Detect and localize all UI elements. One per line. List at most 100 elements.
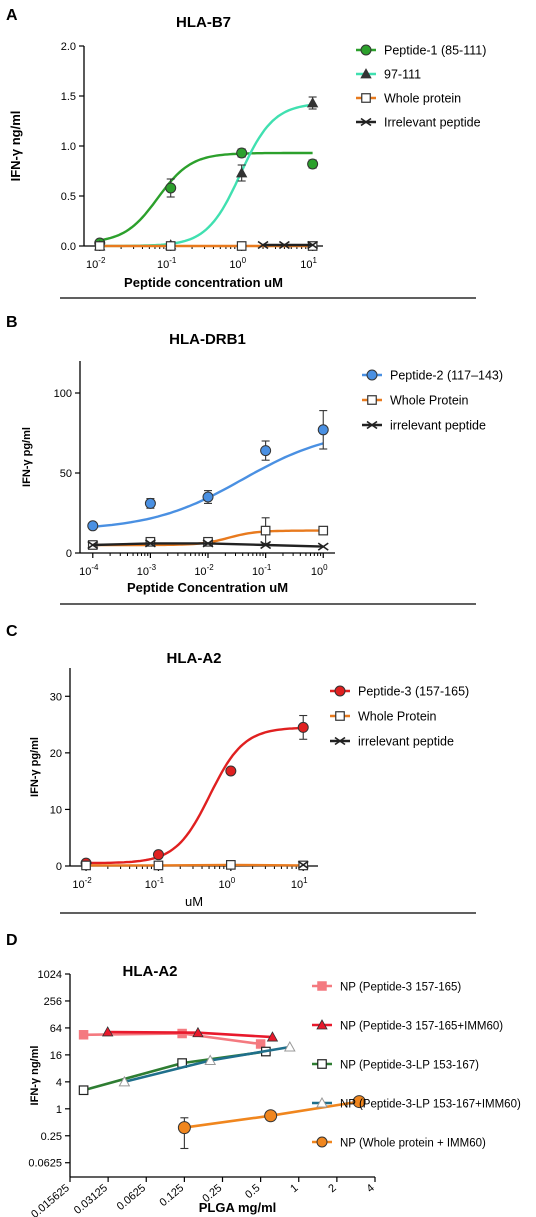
legend-label: Whole Protein	[390, 394, 469, 408]
x-tick-label: 10-3	[137, 563, 157, 578]
x-marker-stroke	[366, 420, 378, 430]
x-tick-label: 10-1	[145, 876, 165, 891]
legend-marker	[335, 711, 345, 721]
x-tick-base: 10	[72, 879, 84, 891]
data-point	[203, 536, 213, 547]
data-point	[225, 860, 236, 870]
y-tick-label: 1.0	[61, 141, 76, 153]
x-tick-exponent: 0	[323, 563, 328, 572]
x-marker-stroke	[257, 240, 269, 250]
data-point	[260, 525, 271, 536]
chart-title: HLA-DRB1	[169, 331, 246, 348]
x-tick-exponent: -1	[169, 256, 177, 265]
x-tick-exponent: -4	[91, 563, 99, 572]
x-tick-label: 1	[288, 1182, 300, 1195]
y-tick-label: 64	[50, 1023, 62, 1035]
x-tick-base: 10	[252, 566, 264, 578]
x-tick-label: 10-2	[194, 563, 214, 578]
data-point	[352, 1095, 366, 1109]
y-tick-label: 100	[54, 388, 72, 400]
data-point	[318, 525, 329, 536]
chart-title: HLA-A2	[167, 650, 222, 667]
y-tick-label: 0.5	[61, 191, 76, 203]
x-tick-base: 10	[311, 566, 323, 578]
data-point	[118, 1075, 131, 1087]
x-tick-label: 100	[229, 256, 246, 271]
series-line	[86, 726, 304, 865]
legend-label: NP (Peptide-3-LP 153-167)	[340, 1060, 479, 1072]
legend-label: irrelevant peptide	[358, 735, 454, 749]
data-point	[177, 1121, 191, 1135]
y-tick-label: 10	[50, 804, 62, 816]
x-marker-stroke	[260, 540, 272, 550]
panel-letter: A	[6, 7, 18, 24]
series-irrelevant-peptide	[87, 539, 329, 551]
legend-label: NP (Peptide-3-LP 153-167+IMM60)	[340, 1099, 521, 1111]
legend-marker	[334, 685, 346, 697]
series-line	[99, 103, 313, 248]
data-point	[202, 491, 214, 503]
data-point	[264, 1109, 278, 1123]
y-tick-label: 0.25	[41, 1131, 62, 1143]
x-tick-label: 0.03125	[72, 1182, 110, 1217]
data-point	[235, 167, 248, 178]
x-tick-base: 10	[291, 879, 303, 891]
x-tick-label: 10-2	[86, 256, 106, 271]
y-tick-label: 0.0	[61, 241, 76, 253]
panel-letter: B	[6, 314, 18, 331]
data-point	[255, 1039, 266, 1049]
legend-marker	[360, 68, 372, 79]
data-point	[192, 1026, 204, 1038]
series-97-111	[94, 96, 319, 251]
legend-label: Peptide-3 (157-165)	[358, 685, 469, 699]
legend-marker	[367, 395, 377, 405]
data-point	[307, 158, 319, 170]
x-tick-label: 0.015625	[29, 1182, 72, 1217]
series-line	[99, 151, 313, 242]
data-point	[81, 860, 91, 871]
data-point	[317, 542, 329, 551]
chart-title: HLA-A2	[123, 963, 178, 980]
x-marker-stroke	[307, 240, 319, 250]
x-tick-label: 101	[300, 256, 317, 271]
x-tick-base: 10	[157, 259, 169, 271]
data-point	[257, 240, 269, 250]
panel-letter: D	[6, 932, 18, 949]
legend: NP (Peptide-3 157-165) NP (Peptide-3 157-…	[312, 981, 521, 1150]
series-np-whole-protein-imm60	[177, 1095, 366, 1150]
x-marker-stroke	[202, 539, 214, 548]
y-tick-label: 256	[44, 996, 62, 1008]
legend-marker	[334, 736, 346, 746]
series-line	[92, 442, 324, 528]
y-tick-label: 0	[66, 548, 72, 560]
data-point	[266, 1031, 279, 1042]
data-point	[283, 1040, 296, 1052]
x-tick-label: 0.125	[157, 1182, 186, 1209]
x-tick-exponent: 0	[242, 256, 247, 265]
data-point	[94, 241, 105, 251]
legend: Peptide-1 (85-111) 97-111 Whole protein Irr…	[356, 44, 486, 130]
y-tick-label: 1	[56, 1104, 62, 1116]
x-tick-label: 100	[311, 563, 328, 578]
y-tick-label: 0	[56, 861, 62, 873]
data-point	[204, 1054, 217, 1065]
y-tick-label: 4	[56, 1077, 62, 1089]
y-axis-title: IFN-γ ng/ml	[8, 111, 23, 182]
x-tick-base: 10	[229, 259, 241, 271]
data-point	[78, 1030, 89, 1040]
series-irrelevant-peptide	[257, 240, 319, 250]
x-axis-title: Peptide concentration uM	[124, 275, 283, 290]
x-tick-base: 10	[300, 259, 312, 271]
y-axis-title: IFN-γ pg/ml	[21, 427, 33, 487]
legend-label: Whole protein	[384, 92, 461, 106]
data-point	[297, 721, 309, 733]
data-point	[87, 520, 99, 532]
x-marker-stroke	[297, 860, 309, 870]
y-axis-title: IFN-γ ng/ml	[29, 1046, 41, 1106]
series-np-peptide-3-lp-153-167-imm60	[118, 1040, 296, 1087]
x-tick-exponent: -2	[85, 876, 93, 885]
panel-letter: C	[6, 623, 18, 640]
